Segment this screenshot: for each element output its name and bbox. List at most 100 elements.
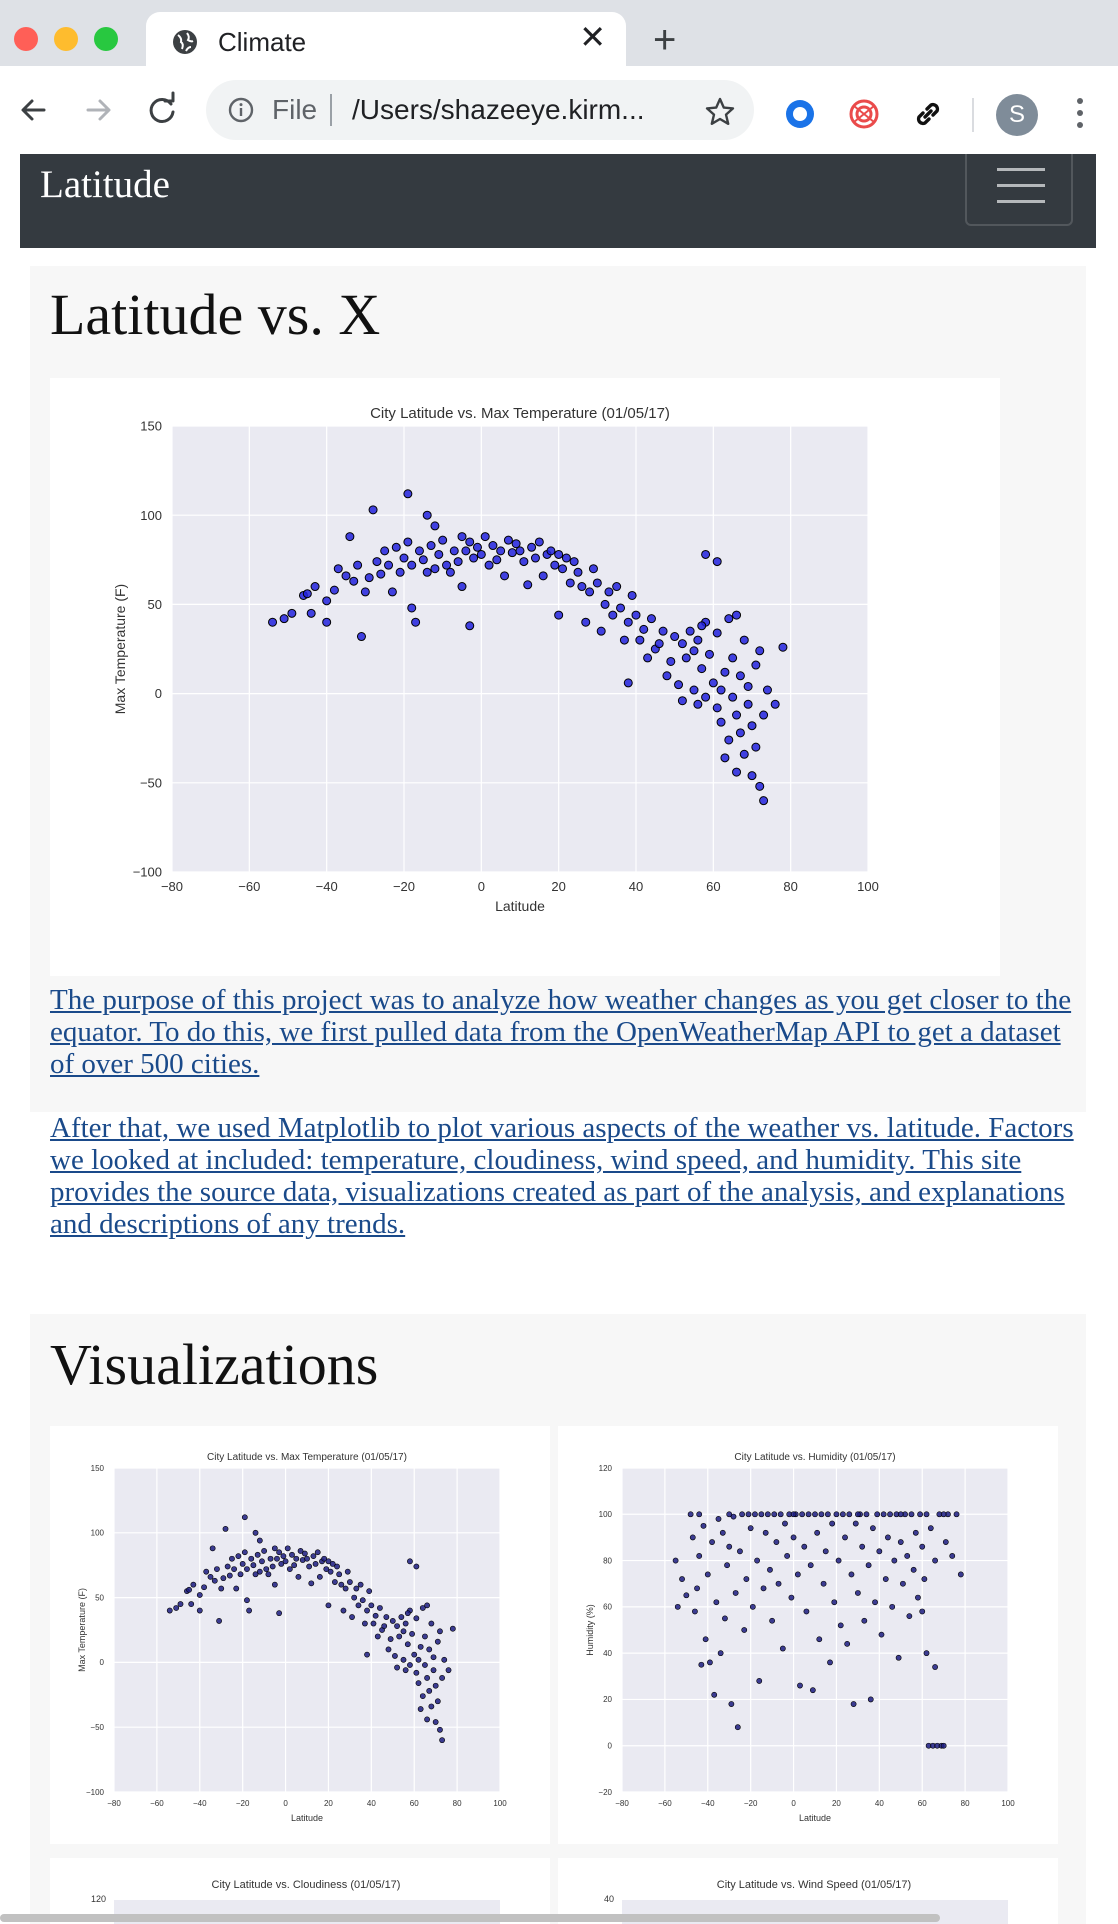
address-url[interactable]: /Users/shazeeye.kirm...	[352, 94, 645, 125]
grid_temp-point	[235, 1553, 242, 1560]
grid_humidity-point	[754, 1557, 760, 1564]
scrollbar-thumb[interactable]	[0, 1914, 940, 1922]
grid_humidity-point	[803, 1608, 810, 1615]
main_temp-xtick-label: −40	[316, 879, 338, 894]
extension-ring-icon[interactable]	[782, 96, 818, 132]
main_temp-point	[333, 564, 343, 574]
address-bar[interactable]: File /Users/shazeeye.kirm...	[206, 80, 754, 140]
main_temp-point	[573, 567, 583, 577]
grid-temp-figure[interactable]: −80 −60 −40 −20 0 20 40 60 80 100 −100 −50 0 50 100 150…	[50, 1426, 550, 1844]
grid_humidity-point	[779, 1645, 786, 1652]
grid_temp-xtick-label: −20	[236, 1799, 250, 1808]
grid_temp-point	[396, 1633, 403, 1640]
grid_humidity-point	[861, 1617, 868, 1624]
grid_temp-point	[419, 1693, 426, 1699]
grid_humidity-point	[672, 1557, 679, 1564]
grid_humidity-point	[741, 1627, 748, 1633]
extension-link-icon[interactable]	[910, 96, 946, 132]
grid_humidity-xtick-label: 20	[832, 1799, 841, 1808]
main_temp-xtick-label: 40	[629, 879, 643, 894]
main_temp-point	[732, 767, 742, 777]
grid_humidity-point	[764, 1511, 771, 1518]
main_temp-xtick-label: 0	[478, 879, 485, 894]
main_temp-point	[322, 617, 332, 627]
grid_temp-point	[377, 1605, 383, 1611]
grid_humidity-point	[854, 1590, 861, 1596]
browser-menu-icon[interactable]	[1070, 98, 1090, 132]
window-zoom-button[interactable]	[94, 27, 118, 51]
main_temp-point	[391, 542, 401, 552]
hamburger-menu-icon[interactable]	[965, 154, 1073, 226]
visualizations-panel: Visualizations −80 −60 −40 −20 0 20 40 60 80 100−…	[30, 1314, 1086, 1924]
profile-avatar[interactable]: S	[996, 94, 1038, 136]
grid_temp-xtick-label: 20	[324, 1799, 333, 1808]
grid_temp-point	[256, 1568, 263, 1575]
navbar-brand[interactable]: Latitude	[40, 163, 170, 206]
grid_humidity-point	[919, 1608, 926, 1615]
grid_humidity-xtick-label: −40	[701, 1799, 715, 1808]
grid_humidity-point	[915, 1594, 921, 1601]
main_temp-point	[472, 542, 482, 552]
main_temp-point	[720, 667, 730, 677]
main_temp-point	[716, 685, 726, 695]
grid_humidity-xtick-label: −60	[658, 1799, 672, 1808]
extension-swirl-icon[interactable]	[846, 96, 882, 132]
grid_temp-point	[357, 1581, 364, 1588]
main_temp-point	[399, 553, 409, 563]
main_temp-point	[604, 587, 614, 597]
grid_temp-point	[316, 1573, 323, 1580]
grid_humidity-point	[854, 1511, 861, 1518]
main_temp-point	[322, 596, 332, 606]
browser-tab[interactable]: Climate ✕	[146, 12, 626, 66]
main_temp-point	[681, 653, 691, 663]
grid_temp-point	[327, 1568, 334, 1575]
grid_humidity-ytick-label: 20	[603, 1695, 612, 1704]
grid_humidity-xtick-label: −80	[615, 1799, 629, 1808]
intro-paragraph-2[interactable]: After that, we used Matplotlib to plot v…	[50, 1112, 1074, 1240]
main_temp-point	[735, 671, 745, 681]
new-tab-button[interactable]: +	[653, 18, 677, 62]
grid-wind-title: City Latitude vs. Wind Speed (01/05/17)	[717, 1879, 911, 1891]
info-icon[interactable]	[228, 97, 254, 123]
grid_humidity-point	[790, 1511, 797, 1518]
main_temp-point	[619, 635, 629, 645]
main_temp-point	[581, 617, 591, 627]
grid_temp-ytick-label: 150	[91, 1464, 105, 1473]
grid_temp-point	[293, 1555, 300, 1562]
grid_humidity-point	[917, 1511, 923, 1518]
main_temp-point	[523, 580, 533, 590]
grid_humidity-point	[698, 1661, 705, 1668]
main_temp-point	[743, 699, 753, 709]
grid_humidity-point	[949, 1553, 956, 1559]
grid_temp-xlabel: Latitude	[291, 1813, 323, 1823]
grid-humidity-figure[interactable]: −80 −60 −40 −20 0 20 40 60 80 100 −20 0 20 40 60 80 100 1…	[558, 1426, 1058, 1844]
horizontal-scrollbar[interactable]	[0, 1912, 1118, 1924]
grid_temp-ytick-label: 0	[100, 1658, 105, 1667]
main_temp-point	[360, 587, 370, 597]
back-arrow-icon[interactable]	[12, 88, 56, 132]
window-minimize-button[interactable]	[54, 27, 78, 51]
intro-paragraph-1[interactable]: The purpose of this project was to analy…	[50, 984, 1072, 1080]
grid_humidity-point	[880, 1511, 887, 1518]
grid_temp-point	[196, 1592, 203, 1598]
main_temp-point	[546, 546, 556, 556]
grid_humidity-point	[692, 1608, 698, 1615]
forward-arrow-icon[interactable]	[76, 88, 120, 132]
grid_humidity-point	[709, 1539, 715, 1545]
grid_humidity-ytick-label: −20	[598, 1788, 612, 1797]
main_temp-point	[592, 578, 602, 588]
grid_temp-xtick-label: −60	[150, 1799, 164, 1808]
grid_temp-xtick-label: 80	[453, 1799, 462, 1808]
main_temp-ytick-label: 100	[140, 508, 162, 523]
grid_humidity-point	[782, 1520, 788, 1527]
main_temp-point	[403, 537, 413, 547]
bookmark-star-icon[interactable]	[704, 96, 736, 128]
main_temp-point	[561, 553, 571, 563]
main_temp-title: City Latitude vs. Max Temperature (01/05…	[370, 405, 670, 422]
grid_temp-point	[434, 1638, 441, 1645]
grid_temp-point	[329, 1561, 336, 1567]
tab-close-icon[interactable]: ✕	[579, 19, 606, 55]
main_temp-point	[724, 735, 734, 745]
reload-icon[interactable]	[140, 88, 184, 132]
window-close-button[interactable]	[14, 27, 38, 51]
